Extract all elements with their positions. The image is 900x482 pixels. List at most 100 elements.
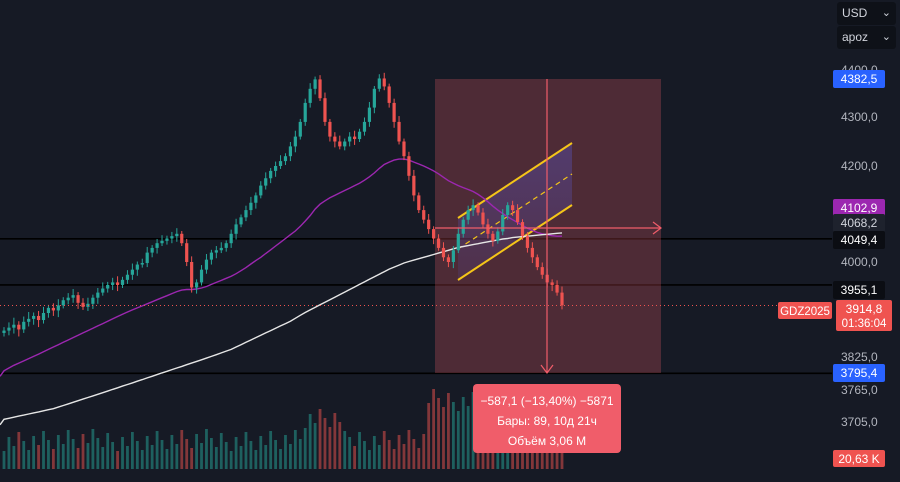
candle — [417, 192, 421, 214]
volume-bar — [407, 430, 411, 469]
candle — [96, 288, 100, 304]
candle — [76, 292, 80, 309]
candle — [387, 83, 391, 108]
channel-mid-line — [457, 173, 573, 250]
candle — [461, 216, 465, 238]
candle — [367, 101, 372, 127]
volume-bar — [76, 448, 80, 469]
measure-bars: Бары: 89, 10д 21ч — [497, 414, 597, 428]
volume-bar — [175, 444, 179, 469]
volume-bar — [530, 448, 534, 469]
candle — [506, 202, 510, 220]
volume-bar — [170, 435, 174, 469]
volume-bar — [284, 435, 287, 469]
currency-dropdown[interactable]: USD ⌄ — [837, 2, 896, 25]
volume-bar — [427, 403, 431, 469]
candle — [372, 85, 376, 114]
candle — [491, 230, 495, 247]
volume-bar — [205, 429, 208, 469]
measure-arrows — [435, 79, 662, 374]
volume-bar — [101, 447, 105, 469]
candle — [130, 263, 134, 280]
badge-low: 3795,4 — [841, 366, 878, 380]
volume-bar — [298, 439, 302, 469]
volume-bar — [540, 443, 544, 469]
volume-bar — [358, 432, 361, 469]
candle — [106, 281, 110, 293]
volume-bar — [244, 432, 248, 469]
candle — [323, 92, 327, 126]
candle — [298, 118, 302, 140]
volume-bar — [42, 431, 45, 469]
volume-bar — [466, 406, 470, 469]
candle — [219, 242, 223, 254]
candle — [456, 228, 460, 254]
candle — [249, 196, 253, 215]
candle — [12, 317, 16, 334]
volume-bar — [165, 449, 169, 469]
volume-bar — [22, 441, 26, 469]
y-tick-label: 3765,0 — [841, 383, 878, 397]
badge-volume: 20,63 K — [838, 452, 879, 466]
channel-fill — [458, 143, 572, 280]
candle — [353, 130, 357, 145]
price-badges: 4382,5 4102,9 4068,2 4049,4 3955,1 GDZ20… — [778, 70, 892, 467]
candle — [46, 304, 51, 318]
candle — [530, 242, 534, 264]
volume-bar — [71, 439, 75, 469]
candle — [303, 98, 307, 126]
volume-bar — [456, 411, 460, 469]
candle — [422, 205, 426, 224]
candle — [318, 75, 322, 102]
volume-bar — [377, 445, 381, 469]
candle — [476, 202, 480, 216]
volume-bar — [195, 434, 198, 469]
volume-bar — [289, 444, 292, 469]
candle — [170, 231, 174, 244]
volume-bar — [27, 450, 31, 469]
moving-average-white — [0, 232, 563, 426]
candle — [520, 219, 525, 240]
volume-bar — [382, 431, 386, 469]
candle — [194, 279, 199, 294]
candle — [160, 235, 164, 247]
candle — [66, 293, 70, 305]
badge-level-2: 3955,1 — [841, 283, 878, 297]
candle — [397, 116, 401, 145]
volume-bar — [526, 439, 529, 469]
measure-change: −587,1 (−13,40%) −5871 — [480, 394, 614, 408]
volume-bar — [293, 430, 297, 469]
volume-bar — [91, 429, 95, 469]
volume-bar — [106, 433, 110, 469]
candle — [140, 258, 144, 268]
candle — [308, 83, 312, 108]
candle — [432, 226, 436, 245]
volume-bar — [461, 397, 465, 469]
candle — [392, 98, 396, 128]
mode-value: apoz — [842, 30, 869, 44]
candle — [71, 289, 75, 303]
volume-bar — [437, 398, 440, 469]
candle — [313, 76, 317, 95]
candle — [22, 316, 26, 333]
candle — [111, 277, 115, 291]
channel-lower-line[interactable] — [457, 204, 573, 281]
candle — [214, 246, 218, 259]
candle — [288, 141, 293, 162]
candle — [115, 276, 120, 292]
mode-dropdown[interactable]: apoz ⌄ — [837, 26, 896, 49]
volume-bar — [37, 445, 40, 469]
volume-bar — [180, 430, 184, 469]
candle — [32, 312, 36, 325]
volume-bar — [7, 437, 11, 469]
candle — [2, 327, 6, 337]
badge-level-1: 4049,4 — [841, 233, 878, 247]
candle — [56, 299, 60, 318]
candle — [199, 265, 204, 286]
candle — [348, 132, 352, 147]
volume-bar — [402, 444, 406, 469]
candle — [550, 279, 554, 292]
volume-bar — [372, 436, 376, 469]
